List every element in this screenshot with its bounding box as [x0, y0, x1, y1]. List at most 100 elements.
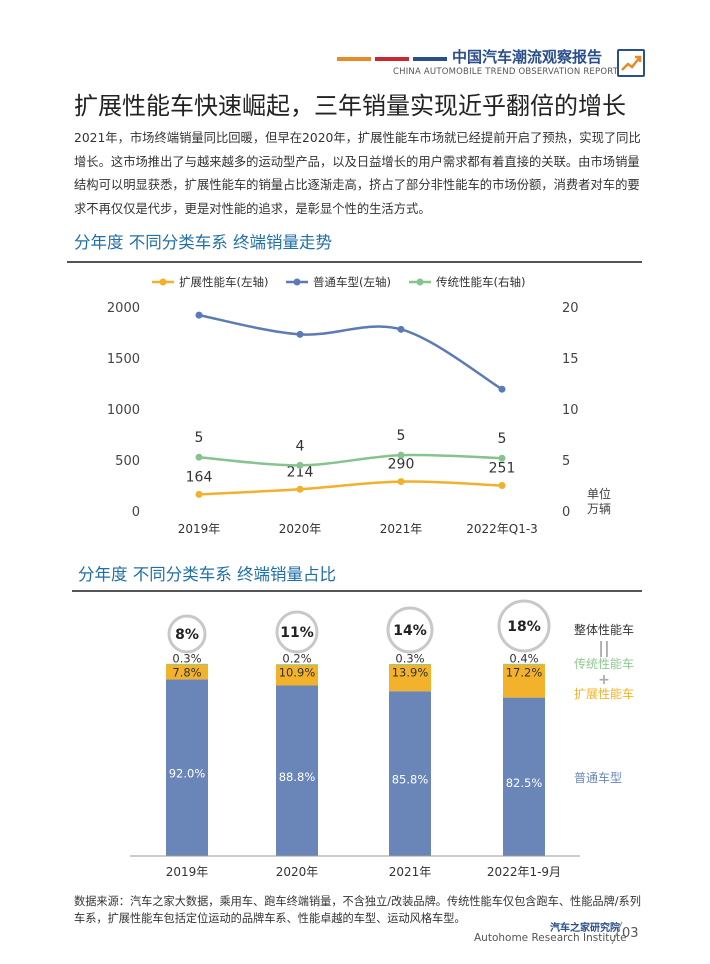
header-stripe-blue [413, 57, 447, 61]
unit-label-2: 万辆 [587, 502, 611, 516]
legend-label-extended: 扩展性能车(左轴) [179, 275, 268, 289]
total-label: 11% [280, 625, 314, 641]
data-point [397, 325, 405, 333]
unit-label-1: 单位 [587, 486, 611, 501]
bar-label-traditional: 0.4% [509, 652, 538, 666]
trend-chart-icon [617, 49, 645, 77]
data-point [195, 490, 203, 498]
series-line [198, 313, 503, 391]
y-left-tick: 0 [132, 505, 140, 520]
series-line [198, 480, 503, 496]
x-tick-label: 2022年Q1-3 [466, 522, 538, 536]
total-circle [167, 614, 207, 654]
data-label: 4 [296, 438, 305, 454]
legend-label-traditional: 传统性能车(右轴) [436, 275, 525, 289]
data-label: 5 [498, 431, 507, 447]
x-tick-label: 2020年 [279, 522, 322, 536]
total-circle [497, 599, 551, 653]
y-left-tick: 1000 [107, 403, 140, 418]
y-right-tick: 5 [562, 454, 570, 469]
data-point [498, 482, 506, 490]
institute-name-en: Autohome Research Institute [474, 932, 627, 944]
bar-label-normal: 82.5% [506, 776, 543, 790]
y-right-tick: 15 [562, 352, 579, 367]
y-left-tick: 1500 [107, 352, 140, 367]
bar-label-extended: 17.2% [506, 666, 543, 680]
x-tick-label: 2021年 [380, 522, 423, 536]
data-label: 164 [186, 469, 213, 485]
side-legend-traditional: 传统性能车 [574, 656, 634, 671]
data-point [498, 385, 506, 393]
bar-label-normal: 85.8% [392, 773, 429, 787]
data-label: 214 [287, 464, 314, 480]
bar-label-traditional: 0.2% [282, 652, 311, 666]
bar-segment-extended [503, 664, 545, 698]
data-point [296, 330, 304, 338]
total-circle [386, 606, 434, 654]
side-legend-equals: || [598, 638, 610, 658]
bar-label-traditional: 0.3% [172, 651, 201, 665]
page-number: 03 [622, 926, 639, 941]
institute-name-cn: 汽车之家研究院 [550, 923, 620, 934]
report-subtitle: CHINA AUTOMOBILE TREND OBSERVATION REPOR… [393, 67, 619, 77]
side-legend-normal: 普通车型 [574, 770, 622, 785]
bar-segment-extended [166, 664, 208, 680]
bar-segment-extended [276, 664, 318, 686]
section-divider [72, 590, 642, 592]
line-chart: 扩展性能车(左轴) 普通车型(左轴) 传统性能车(右轴) 2000 1500 1… [107, 275, 611, 536]
side-legend-plus: + [598, 672, 610, 688]
x-tick-label: 2022年1-9月 [487, 865, 561, 879]
bar-segment-traditional [166, 663, 208, 665]
legend-extended: 扩展性能车(左轴) [152, 275, 268, 289]
bar-label-extended: 13.9% [392, 666, 429, 680]
bar-segment-normal [166, 679, 208, 856]
x-tick-label: 2021年 [389, 865, 432, 879]
bar-label-normal: 92.0% [169, 767, 206, 781]
page-slash-icon [611, 921, 623, 945]
bar-segment-normal [503, 697, 545, 856]
section-title-share: 分年度 不同分类车系 终端销量占比 [78, 565, 336, 584]
bar-segment-extended [389, 664, 431, 692]
total-label: 14% [393, 623, 427, 639]
section-divider [67, 261, 642, 263]
side-legend-total: 整体性能车 [574, 622, 634, 637]
bar-segment-traditional [503, 663, 545, 665]
data-point [498, 454, 506, 462]
footnote: 数据来源：汽车之家大数据，乘用车、跑车终端销量，不含独立/改装品牌。传统性能车仅… [74, 895, 641, 925]
bar-label-extended: 10.9% [279, 666, 316, 680]
data-label: 290 [388, 457, 415, 473]
data-label: 5 [397, 428, 406, 444]
data-point [397, 478, 405, 486]
bar-label-normal: 88.8% [279, 770, 316, 784]
y-right-tick: 10 [562, 403, 579, 418]
total-circle [275, 610, 319, 654]
x-tick-label: 2019年 [166, 865, 209, 879]
legend-traditional: 传统性能车(右轴) [409, 275, 525, 289]
data-point [296, 485, 304, 493]
intro-paragraph: 2021年，市场终端销量同比回暖，但早在2020年，扩展性能车市场就已经提前开启… [74, 131, 641, 216]
bar-label-traditional: 0.3% [395, 652, 424, 666]
y-right-tick: 0 [562, 505, 570, 520]
bar-segment-traditional [389, 664, 431, 665]
data-label: 5 [195, 430, 204, 446]
data-point [195, 311, 203, 319]
report-title: 中国汽车潮流观察报告 [452, 48, 603, 66]
x-tick-label: 2020年 [276, 865, 319, 879]
legend-label-normal: 普通车型(左轴) [313, 275, 391, 289]
series-line [198, 453, 503, 467]
header-stripe-orange [337, 57, 371, 61]
total-label: 18% [507, 619, 541, 635]
x-tick-label: 2019年 [178, 522, 221, 536]
section-title-trend: 分年度 不同分类车系 终端销量走势 [74, 233, 332, 252]
data-point [296, 461, 304, 469]
total-label: 8% [175, 627, 199, 643]
bar-label-extended: 7.8% [172, 665, 201, 679]
y-right-tick: 20 [562, 301, 579, 316]
y-left-tick: 500 [115, 454, 140, 469]
page-title: 扩展性能车快速崛起，三年销量实现近乎翻倍的增长 [74, 92, 626, 120]
bar-chart: 92.0%7.8%0.3%8%88.8%10.9%0.2%11%85.8%13.… [130, 599, 634, 879]
data-point [195, 453, 203, 461]
legend-normal: 普通车型(左轴) [286, 275, 391, 289]
y-left-tick: 2000 [107, 301, 140, 316]
data-point [397, 451, 405, 459]
